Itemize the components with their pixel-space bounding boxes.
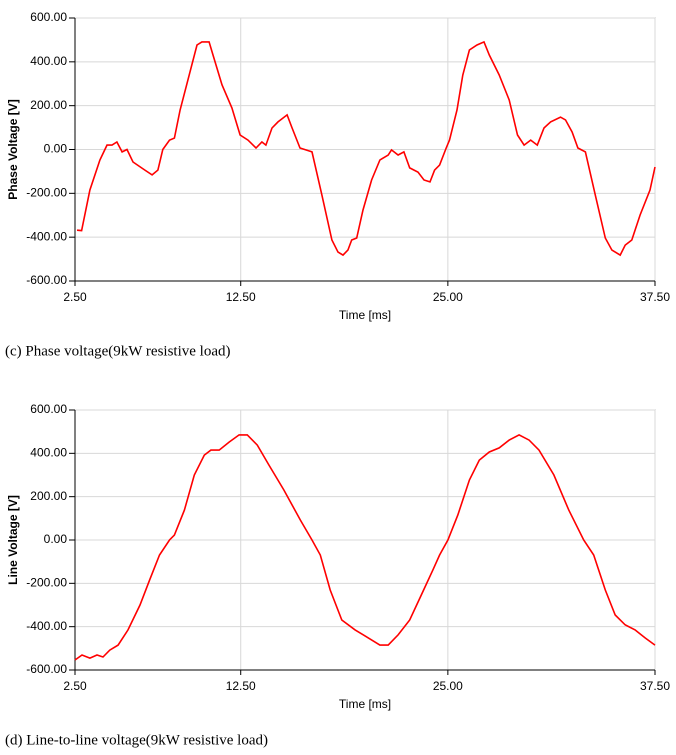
y-tick-label: -200.00 bbox=[26, 576, 67, 590]
data-line bbox=[74, 433, 656, 661]
y-axis-label: Line Voltage [V] bbox=[6, 495, 20, 585]
y-tick-label: 400.00 bbox=[30, 54, 67, 68]
x-tick-label: 2.50 bbox=[63, 290, 87, 304]
caption: (d) Line-to-line voltage(9kW resistive l… bbox=[5, 732, 268, 748]
y-tick-label: -600.00 bbox=[26, 273, 67, 287]
y-tick-label: 200.00 bbox=[30, 98, 67, 112]
x-tick-label: 12.50 bbox=[226, 679, 256, 693]
y-tick-label: 600.00 bbox=[30, 10, 67, 24]
y-tick-label: 0.00 bbox=[44, 532, 68, 546]
y-tick-label: -200.00 bbox=[26, 186, 67, 200]
data-line bbox=[76, 40, 656, 257]
y-tick-label: 200.00 bbox=[30, 489, 67, 503]
x-tick-label: 37.50 bbox=[640, 290, 670, 304]
x-tick-label: 37.50 bbox=[640, 679, 670, 693]
x-tick-label: 12.50 bbox=[226, 290, 256, 304]
x-tick-label: 25.00 bbox=[433, 290, 463, 304]
y-tick-label: 400.00 bbox=[30, 446, 67, 460]
y-tick-label: -400.00 bbox=[26, 619, 67, 633]
x-tick-label: 2.50 bbox=[63, 679, 87, 693]
x-tick-label: 25.00 bbox=[433, 679, 463, 693]
y-tick-label: -400.00 bbox=[26, 229, 67, 243]
caption: (c) Phase voltage(9kW resistive load) bbox=[5, 343, 230, 359]
y-axis-label: Phase Voltage [V] bbox=[6, 99, 20, 199]
x-axis-label: Time [ms] bbox=[339, 308, 391, 322]
y-tick-label: 0.00 bbox=[44, 142, 68, 156]
y-tick-label: 600.00 bbox=[30, 402, 67, 416]
y-tick-label: -600.00 bbox=[26, 662, 67, 676]
x-axis-label: Time [ms] bbox=[339, 697, 391, 711]
